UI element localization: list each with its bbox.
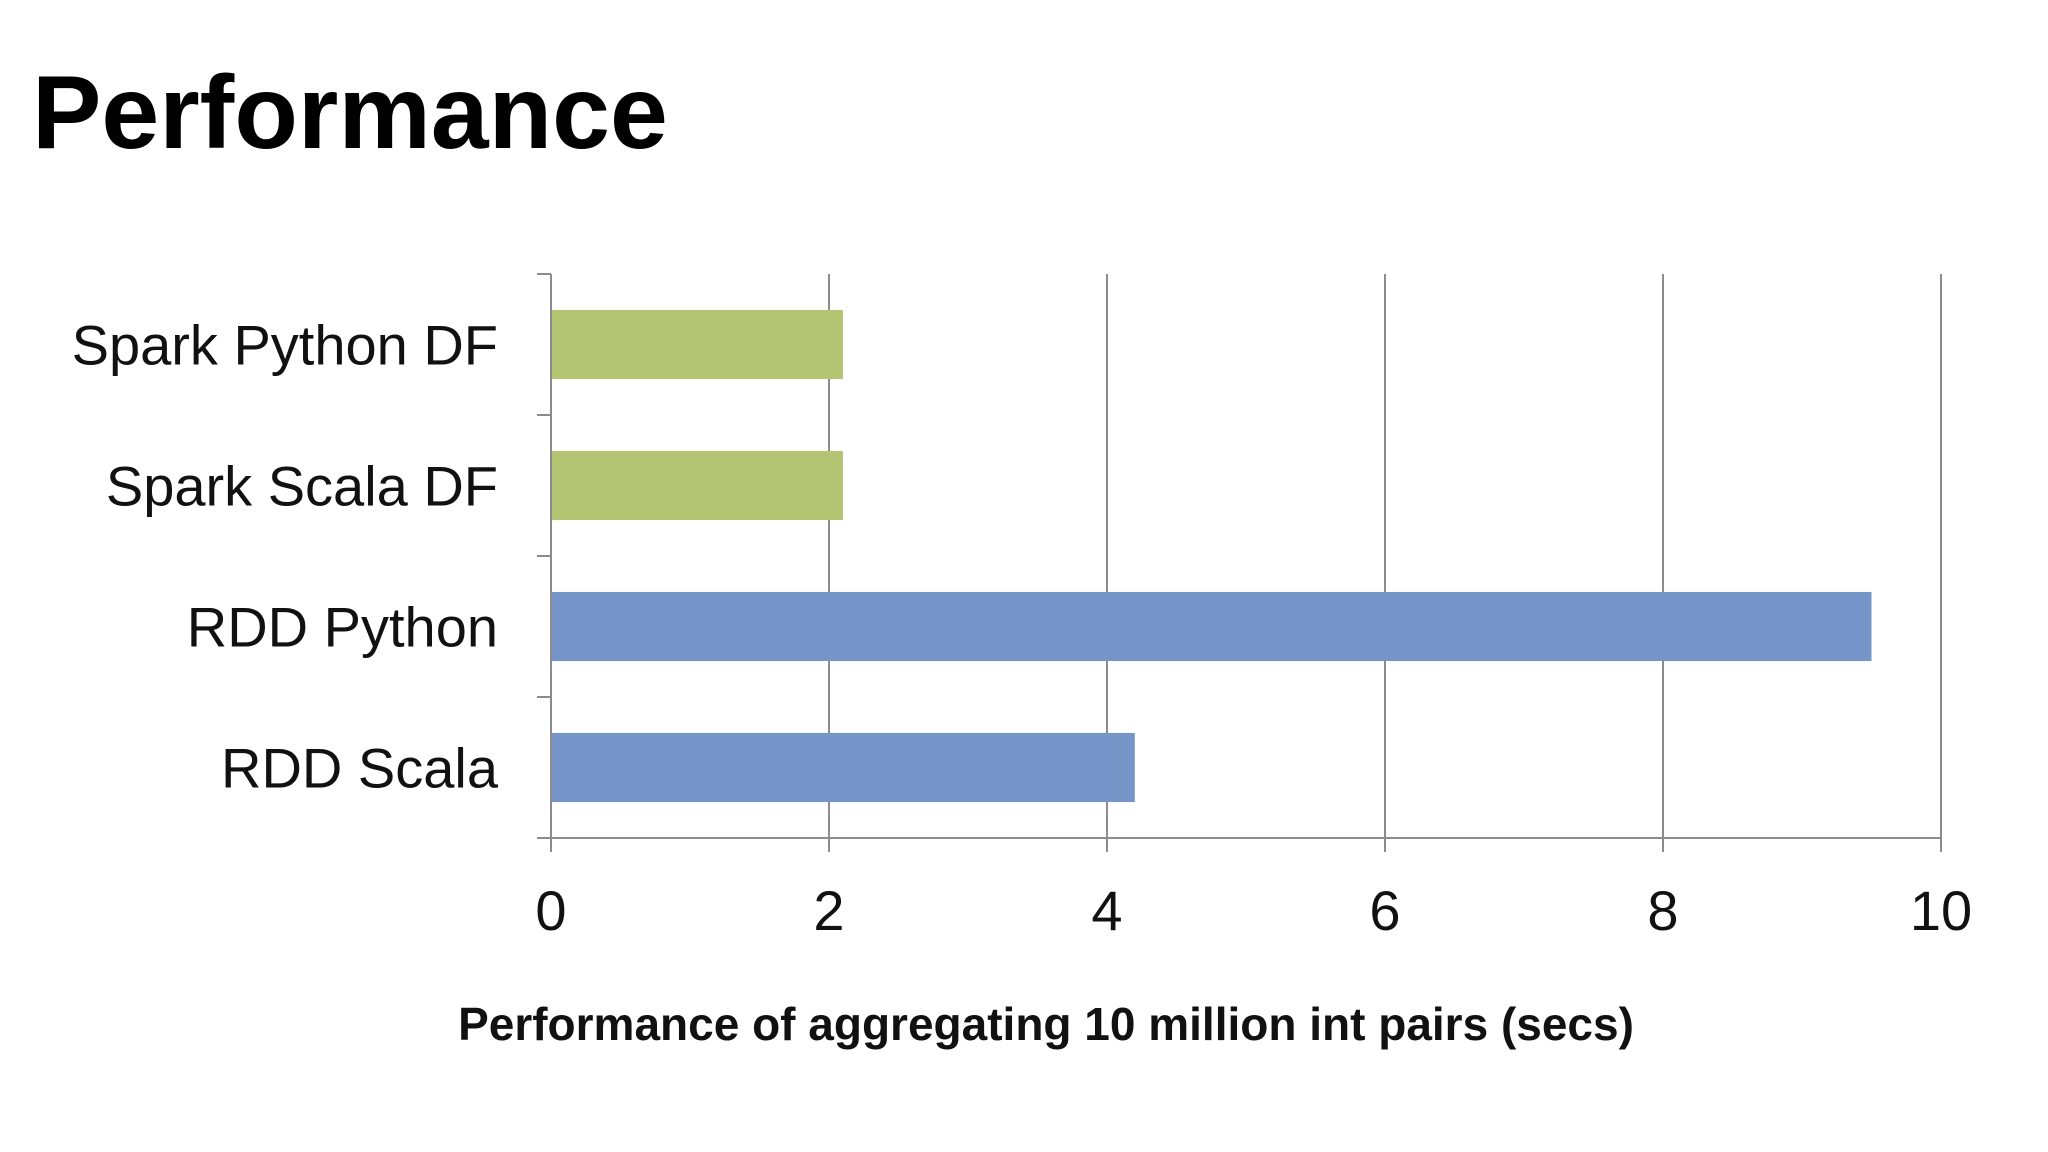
x-tick-label: 2 (813, 879, 844, 942)
category-label: Spark Python DF (72, 314, 498, 377)
labels: 0 2 4 6 8 10 Spark Python DF Spark Scala DF RDD … (72, 314, 1973, 943)
x-tick-label: 6 (1369, 879, 1400, 942)
x-axis-title: Performance of aggregating 10 million in… (458, 998, 1634, 1050)
axes (537, 273, 1942, 852)
category-label: Spark Scala DF (106, 455, 498, 518)
bar (551, 309, 843, 380)
x-tick-label: 10 (1910, 879, 1972, 942)
slide-title: Performance (32, 55, 668, 171)
category-label: RDD Python (187, 596, 498, 659)
x-tick-label: 8 (1647, 879, 1678, 942)
x-tick-label: 4 (1091, 879, 1122, 942)
category-label: RDD Scala (221, 737, 499, 800)
x-tick-label: 0 (535, 879, 566, 942)
bar (551, 732, 1135, 803)
bars (551, 309, 1872, 803)
bar (551, 591, 1872, 662)
bar (551, 450, 843, 521)
